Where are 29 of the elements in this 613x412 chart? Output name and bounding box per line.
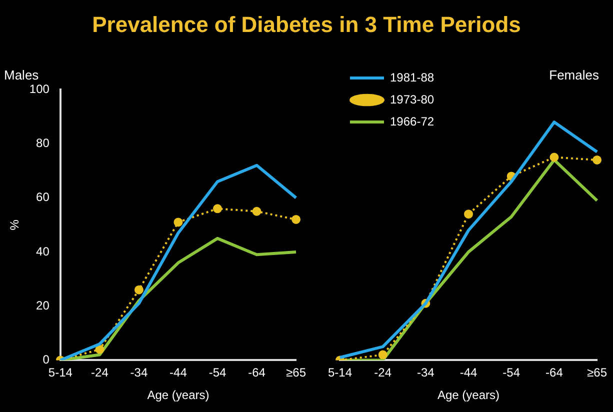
x-tick-label: -34 <box>130 366 148 380</box>
x-tick-label: -24 <box>91 366 109 380</box>
y-axis-title: % <box>8 219 22 230</box>
x-axis-title: Age (years) <box>147 388 210 402</box>
chart-title: Prevalence of Diabetes in 3 Time Periods <box>91 12 522 38</box>
legend-label: 1966-72 <box>390 114 434 128</box>
y-tick-label: 100 <box>29 82 50 96</box>
legend-label: 1981-88 <box>390 70 434 84</box>
x-tick-label: -44 <box>460 366 478 380</box>
x-tick-label: -34 <box>417 366 435 380</box>
y-tick-label: 40 <box>36 244 50 258</box>
x-tick-label: -54 <box>208 366 226 380</box>
x-tick-label: -24 <box>374 366 392 380</box>
x-tick-label: -44 <box>170 366 188 380</box>
x-tick-label: 5-14 <box>328 366 352 380</box>
y-tick-label: 0 <box>42 352 50 367</box>
x-tick-label: ≥65 <box>587 366 608 380</box>
chart-subtitle: Females <box>549 67 600 82</box>
x-axis-title: Age (years) <box>438 388 500 402</box>
x-tick-label: -54 <box>502 366 520 380</box>
y-tick-label: 80 <box>36 136 50 150</box>
x-tick-label: ≥65 <box>286 366 306 380</box>
chart-subtitle: Males <box>4 67 40 82</box>
x-tick-label: -64 <box>546 366 564 380</box>
x-tick-label: 5-14 <box>48 366 73 380</box>
y-tick-label: 60 <box>36 190 50 204</box>
y-tick-label: 20 <box>36 298 50 312</box>
x-tick-label: -64 <box>248 366 266 380</box>
legend-label: 1973-80 <box>390 92 434 106</box>
